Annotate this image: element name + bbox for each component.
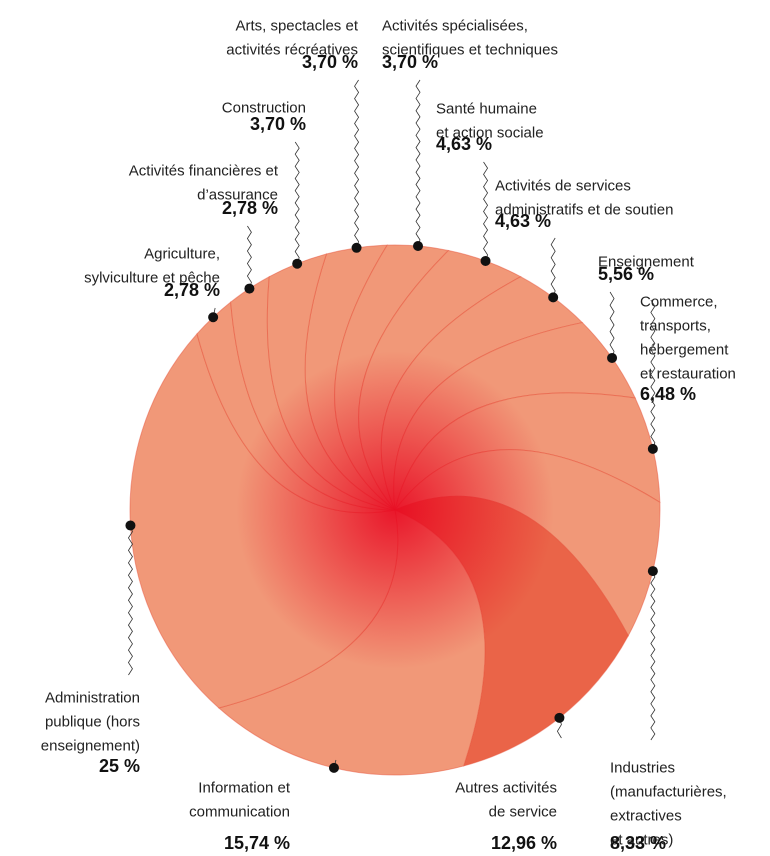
category-label: Arts, spectacles et xyxy=(235,17,358,34)
category-label: extractives xyxy=(610,807,682,824)
category-label: de service xyxy=(489,803,557,820)
category-label: hébergement xyxy=(640,341,729,358)
value-label: 12,96 % xyxy=(491,833,557,853)
category-label: Information et xyxy=(198,779,291,796)
category-label: transports, xyxy=(640,317,711,334)
leader-dot xyxy=(328,762,339,773)
category-label: Enseignement xyxy=(598,253,695,270)
value-label: 3,70 % xyxy=(250,114,306,134)
value-label: 15,74 % xyxy=(224,833,290,853)
leader-dot xyxy=(351,242,362,253)
category-label: Activités financières et xyxy=(129,162,279,179)
leader-dot xyxy=(292,258,303,269)
value-label: 2,78 % xyxy=(164,280,220,300)
value-label: 5,56 % xyxy=(598,264,654,284)
category-label: Industries xyxy=(610,759,675,776)
leader-dot xyxy=(413,241,424,252)
value-label: 3,70 % xyxy=(382,52,438,72)
category-label: (manufacturières, xyxy=(610,783,727,800)
value-label: 4,63 % xyxy=(436,134,492,154)
leader-dot xyxy=(244,283,255,294)
value-label: 25 % xyxy=(99,756,140,776)
category-label: Commerce, xyxy=(640,293,718,310)
category-label: Activités de services xyxy=(495,177,631,194)
leader-line xyxy=(246,225,252,289)
labels: Arts, spectacles et activités récréatives… xyxy=(41,17,736,853)
value-label: 8,33 % xyxy=(610,833,666,853)
category-label: Activités spécialisées, xyxy=(382,17,528,34)
category-label: d’assurance xyxy=(197,186,278,203)
leader-line xyxy=(354,79,360,248)
leader-line xyxy=(609,291,615,359)
category-label: Construction xyxy=(222,99,306,116)
leader-dot xyxy=(548,292,559,303)
leader-line xyxy=(127,525,133,676)
category-label: et restauration xyxy=(640,365,736,382)
category-label: administratifs et de soutien xyxy=(495,201,673,218)
leader-line xyxy=(650,299,656,450)
leader-line xyxy=(294,141,300,264)
category-label: enseignement) xyxy=(41,737,140,754)
category-label: communication xyxy=(189,803,290,820)
category-label: et autres) xyxy=(610,831,673,848)
category-label: et action sociale xyxy=(436,124,544,141)
value-label: 2,78 % xyxy=(222,198,278,218)
category-label: publique (hors xyxy=(45,713,140,730)
leader-line xyxy=(415,79,421,247)
value-label: 4,63 % xyxy=(495,211,551,231)
category-label: Agriculture, xyxy=(144,245,220,262)
leader-dot xyxy=(647,443,658,454)
leader-line xyxy=(650,570,656,741)
leader-line xyxy=(550,237,556,298)
leader-dot xyxy=(480,255,491,266)
leader-dot xyxy=(208,312,219,323)
category-label: activités récréatives xyxy=(226,41,358,58)
value-label: 6,48 % xyxy=(640,384,696,404)
category-label: scientifiques et techniques xyxy=(382,41,558,58)
leader-dot xyxy=(554,712,565,723)
category-label: Autres activités xyxy=(455,779,557,796)
leader-dot xyxy=(607,352,618,363)
value-label: 3,70 % xyxy=(302,52,358,72)
pie xyxy=(129,244,661,776)
category-label: sylviculture et pêche xyxy=(84,269,220,286)
leader-dot xyxy=(647,566,658,577)
leader-dot xyxy=(125,520,136,531)
leader-line xyxy=(483,161,489,262)
center-glow xyxy=(236,351,554,669)
category-label: Santé humaine xyxy=(436,100,537,117)
category-label: Administration xyxy=(45,689,140,706)
